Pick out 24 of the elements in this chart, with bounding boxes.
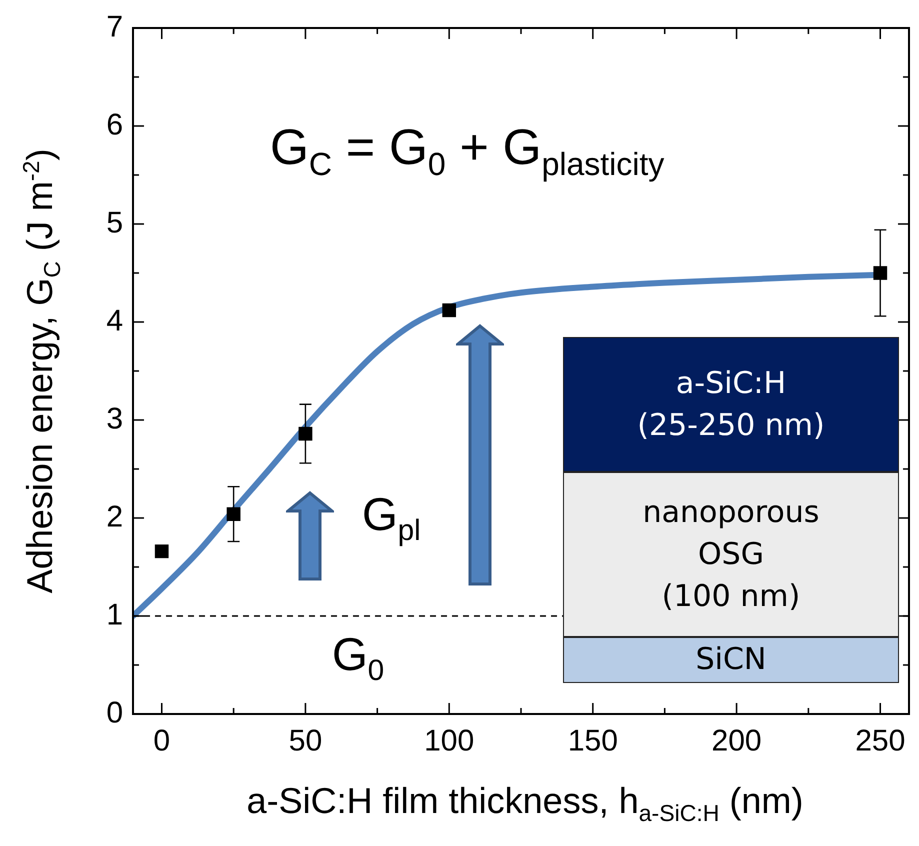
y-tick-label: 5	[106, 206, 123, 240]
y-tick-label: 3	[106, 402, 123, 436]
x-tick-label: 250	[855, 724, 906, 758]
annotation: (100 nm)	[662, 578, 800, 616]
annotation: a-SiC:H	[676, 364, 786, 402]
annotation: OSG	[698, 536, 764, 574]
y-tick-label: 7	[106, 10, 123, 44]
y-tick-label: 0	[106, 696, 123, 730]
annotation: G$_{pl}$	[362, 487, 421, 548]
y-tick-label: 4	[106, 304, 123, 338]
annotation: (25-250 nm)	[637, 406, 825, 444]
x-tick-label: 150	[568, 724, 618, 758]
annotation: nanoporous	[642, 494, 820, 532]
x-tick-label: 100	[424, 724, 474, 758]
x-tick-label: 0	[153, 724, 170, 758]
x-tick-label: 200	[712, 724, 762, 758]
annotation: SiCN	[696, 641, 766, 679]
annotation: G$_{0}$	[332, 627, 384, 688]
x-axis-title: a-SiC:H film thickness, h$_{a-SiC:H}$ (nm)	[246, 780, 804, 828]
x-tick-label: 50	[288, 724, 322, 758]
y-tick-label: 1	[106, 598, 123, 632]
y-tick-label: 6	[106, 108, 123, 142]
annotation: G$_{C}$ = G$_{0}$ + G$_{plasticity}$	[270, 118, 664, 183]
y-tick-label: 2	[106, 500, 123, 534]
